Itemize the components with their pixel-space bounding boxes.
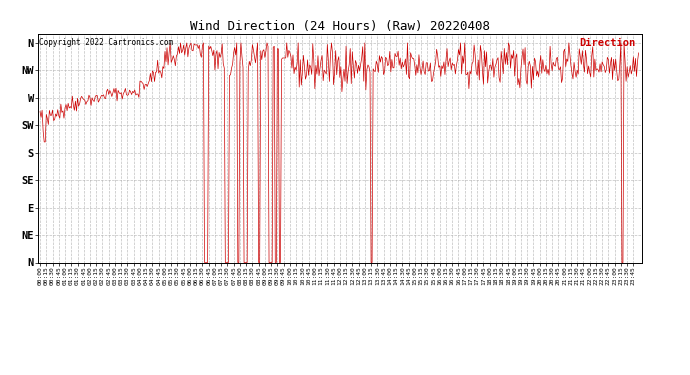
Text: Copyright 2022 Cartronics.com: Copyright 2022 Cartronics.com xyxy=(39,38,173,47)
Title: Wind Direction (24 Hours) (Raw) 20220408: Wind Direction (24 Hours) (Raw) 20220408 xyxy=(190,20,490,33)
Text: Direction: Direction xyxy=(580,38,635,48)
